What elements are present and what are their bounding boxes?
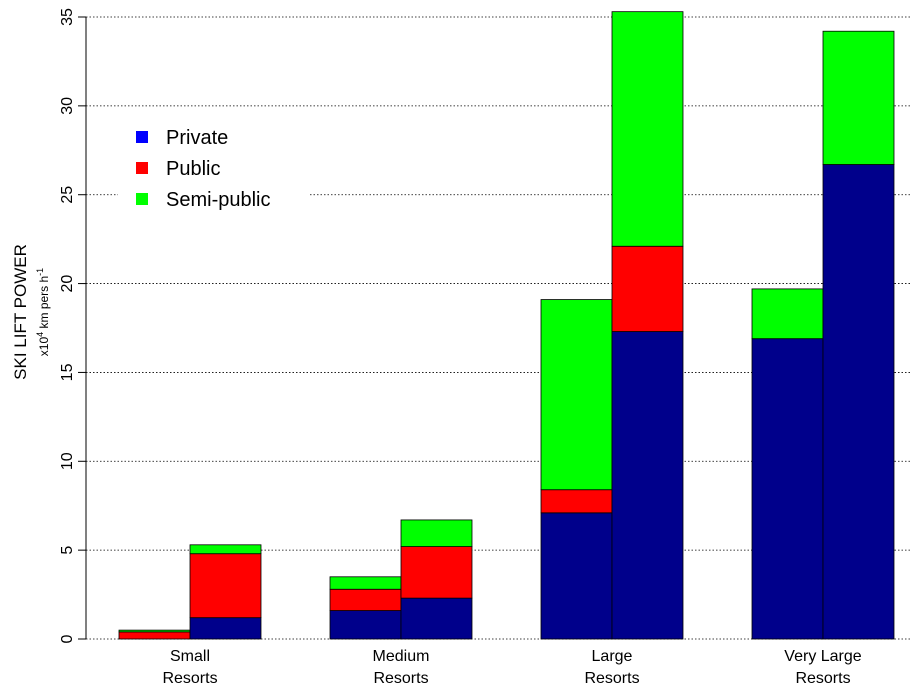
- bar-segment-public: [329, 588, 402, 611]
- bar-segment-public: [540, 489, 613, 514]
- bar-segment-public: [611, 245, 684, 332]
- x-group-label: Very Large: [784, 648, 861, 665]
- y-tick-label: 0: [59, 634, 76, 643]
- x-group-label: Resorts: [795, 670, 850, 687]
- y-unit-suffix-exponent: -1: [35, 268, 45, 276]
- bar-segment-private: [189, 617, 262, 640]
- x-axis-labels: Small Resorts Medium Resorts Large Resorts Ver…: [162, 648, 861, 687]
- bar-segment-semi-public: [400, 519, 473, 547]
- x-group-label: Large: [592, 648, 633, 665]
- legend-swatch: [136, 131, 148, 143]
- bar-segment-private: [822, 164, 895, 640]
- legend-swatch: [136, 162, 148, 174]
- bar-segment-private: [329, 610, 402, 640]
- legend-label: Semi-public: [166, 189, 270, 211]
- x-group-label: Resorts: [584, 670, 639, 687]
- legend-label: Public: [166, 158, 220, 180]
- bar-segment-private: [611, 331, 684, 640]
- bars: [118, 11, 895, 640]
- legend: Private Public Semi-public: [118, 118, 308, 228]
- y-tick-label: 10: [59, 452, 76, 470]
- bar-segment-private: [540, 512, 613, 640]
- bar-segment-private: [400, 597, 473, 640]
- bar-segment-semi-public: [118, 629, 191, 633]
- y-unit-exponent: 4: [35, 332, 45, 337]
- bar-segment-public: [400, 546, 473, 599]
- y-tick-label: 20: [59, 275, 76, 293]
- y-tick-label: 5: [59, 546, 76, 555]
- y-unit-middle: km pers h: [37, 276, 51, 332]
- bar-segment-semi-public: [751, 288, 824, 340]
- x-group-label: Small: [170, 648, 210, 665]
- bar-segment-semi-public: [329, 576, 402, 590]
- y-tick-label: 35: [59, 8, 76, 26]
- y-unit-prefix: x10: [37, 337, 51, 357]
- bar-segment-public: [118, 631, 191, 640]
- y-axis: 0 5 10 15 20 25 30 35: [59, 8, 87, 643]
- x-group-label: Resorts: [162, 670, 217, 687]
- bar-segment-semi-public: [189, 544, 262, 555]
- legend-label: Private: [166, 127, 228, 149]
- bar-segment-semi-public: [611, 11, 684, 247]
- x-group-label: Medium: [373, 648, 430, 665]
- y-axis-unit: x104 km pers h-1: [35, 268, 51, 356]
- bar-segment-semi-public: [822, 30, 895, 165]
- y-axis-title: SKI LIFT POWER: [11, 244, 30, 380]
- bar-segment-public: [189, 553, 262, 619]
- x-group-label: Resorts: [373, 670, 428, 687]
- y-tick-label: 30: [59, 97, 76, 115]
- bar-segment-semi-public: [540, 299, 613, 491]
- y-tick-label: 25: [59, 186, 76, 204]
- legend-swatch: [136, 193, 148, 205]
- legend-background: [118, 118, 308, 228]
- bar-segment-private: [751, 338, 824, 640]
- y-tick-label: 15: [59, 363, 76, 381]
